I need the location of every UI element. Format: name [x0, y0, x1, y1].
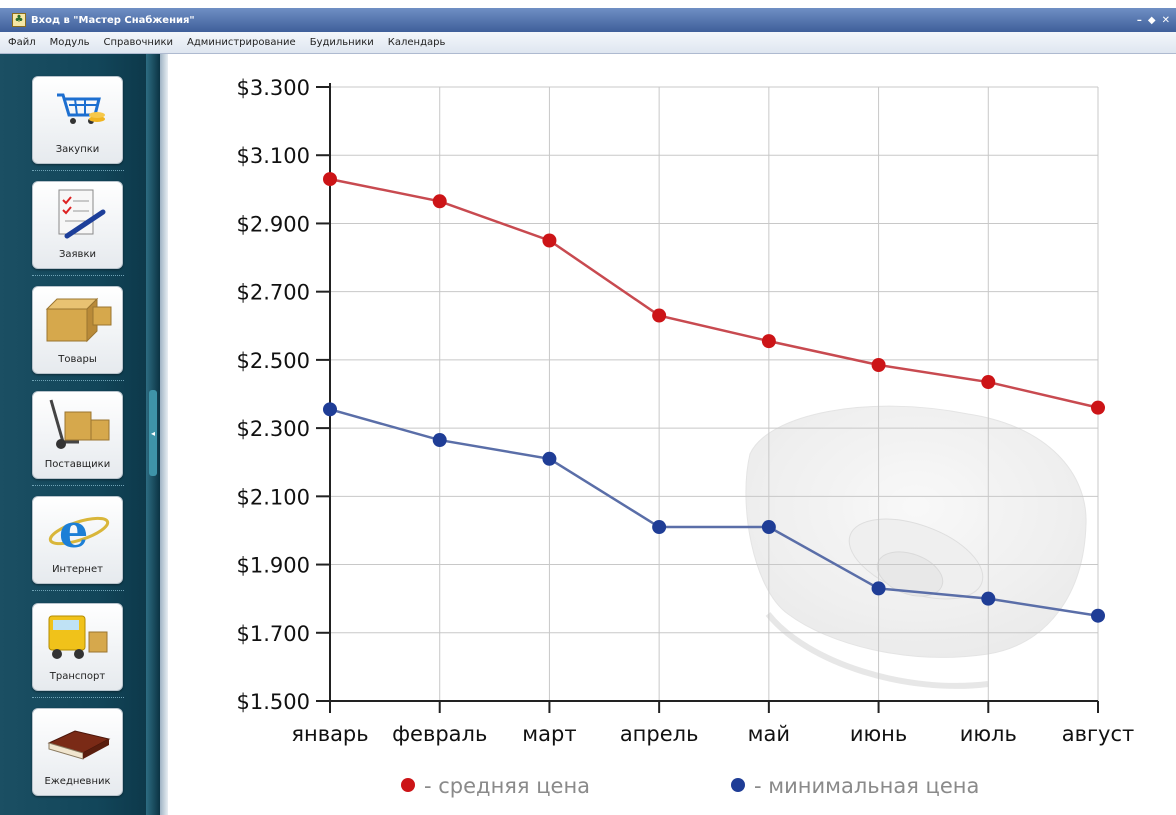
hand-truck-icon: [49, 399, 110, 449]
data-point: [542, 451, 557, 466]
data-point: [652, 520, 667, 535]
legend-label: - средняя цена: [424, 774, 590, 798]
menu-references[interactable]: Справочники: [103, 37, 174, 48]
divider: [32, 170, 124, 171]
menu-module[interactable]: Модуль: [49, 37, 90, 48]
y-tick-label: $2.300: [237, 417, 310, 441]
y-tick-label: $1.700: [237, 622, 310, 646]
divider: [32, 697, 124, 698]
sidebar-item-transport[interactable]: Транспорт: [32, 603, 123, 691]
data-point: [432, 194, 447, 209]
legend-marker: [731, 778, 745, 792]
menu-administration[interactable]: Администрирование: [187, 37, 296, 48]
sidebar-item-suppliers[interactable]: Поставщики: [32, 391, 123, 479]
x-tick-label: апрель: [620, 722, 699, 746]
sidebar-item-label: Поставщики: [44, 459, 111, 470]
window-titlebar: ♣ Вход в "Мастер Снабжения" – ◆ ✕: [0, 8, 1176, 32]
window-title: Вход в "Мастер Снабжения": [31, 14, 195, 26]
data-point: [432, 433, 447, 448]
chart-series: [323, 172, 1105, 623]
menu-file[interactable]: Файл: [8, 37, 36, 48]
data-point: [981, 591, 996, 606]
sidebar-item-label: Закупки: [55, 144, 100, 155]
svg-text:e: e: [59, 504, 88, 557]
data-point: [542, 233, 557, 248]
x-tick-label: июнь: [850, 722, 907, 746]
legend-marker: [401, 778, 415, 792]
sidebar-item-label: Заявки: [59, 249, 96, 260]
y-tick-label: $2.100: [237, 485, 310, 509]
diary-book-icon: [47, 730, 111, 760]
y-axis-labels: $3.300 $3.100 $2.900 $2.700 $2.500 $2.300 $2.1…: [237, 76, 310, 714]
data-point: [1091, 608, 1105, 623]
shopping-cart-icon: [57, 93, 105, 124]
data-point: [871, 358, 886, 373]
sidebar-item-requests[interactable]: Заявки: [32, 181, 123, 269]
menu-bar: Файл Модуль Справочники Администрировани…: [0, 32, 1176, 54]
data-point: [1091, 400, 1105, 415]
y-tick-label: $1.500: [237, 690, 310, 714]
internet-explorer-icon: e: [48, 504, 110, 557]
x-tick-label: март: [522, 722, 576, 746]
series-line-2: [329, 408, 1099, 617]
sidebar-item-label: Транспорт: [49, 671, 106, 682]
request-document-icon: [58, 189, 106, 239]
truck-icon: [48, 615, 108, 659]
sidebar-item-goods[interactable]: Товары: [32, 286, 123, 374]
data-point: [323, 402, 337, 417]
divider: [32, 380, 124, 381]
divider: [32, 590, 124, 591]
restore-icon[interactable]: ◆: [1147, 14, 1156, 26]
panel-separator[interactable]: [160, 54, 168, 815]
sidebar-item-internet[interactable]: e Интернет: [32, 496, 123, 584]
y-tick-label: $2.500: [237, 349, 310, 373]
chart-grid: [330, 86, 1099, 701]
x-tick-label: август: [1062, 722, 1135, 746]
y-tick-label: $2.700: [237, 281, 310, 305]
sidebar-item-label: Интернет: [52, 564, 103, 575]
series-line-1: [329, 177, 1099, 409]
divider: [32, 485, 124, 486]
x-tick-label: май: [748, 722, 790, 746]
sidebar-item-purchases[interactable]: Закупки: [32, 76, 123, 164]
chart-panel: $3.300 $3.100 $2.900 $2.700 $2.500 $2.300 $2.1…: [168, 54, 1176, 815]
y-tick-label: $3.100: [237, 144, 310, 168]
data-point: [761, 334, 776, 349]
divider: [32, 275, 124, 276]
minimize-icon[interactable]: –: [1136, 14, 1142, 26]
price-line-chart: $3.300 $3.100 $2.900 $2.700 $2.500 $2.300 $2.1…: [237, 76, 1135, 798]
data-point: [981, 375, 996, 390]
y-tick-label: $1.900: [237, 554, 310, 578]
x-tick-label: январь: [291, 722, 368, 746]
sidebar-collapse-handle[interactable]: ◂: [149, 390, 157, 476]
chart-legend: - средняя цена - минимальная цена: [401, 774, 979, 798]
legend-label: - минимальная цена: [754, 774, 979, 798]
window-controls: – ◆ ✕: [1137, 15, 1170, 26]
y-tick-label: $3.300: [237, 76, 310, 100]
menu-alarms[interactable]: Будильники: [309, 37, 374, 48]
close-icon[interactable]: ✕: [1161, 14, 1170, 26]
y-tick-label: $2.900: [237, 212, 310, 236]
x-axis-labels: январь февраль март апрель май июнь июль август: [291, 722, 1134, 746]
sidebar-item-label: Ежедневник: [44, 776, 111, 787]
menu-calendar[interactable]: Календарь: [387, 37, 446, 48]
boxes-icon: [45, 297, 112, 343]
sidebar-item-diary[interactable]: Ежедневник: [32, 708, 123, 796]
top-strip: [0, 0, 1176, 8]
data-point: [761, 520, 776, 535]
data-point: [652, 308, 667, 323]
data-point: [323, 172, 337, 187]
data-point: [871, 581, 886, 596]
x-tick-label: июль: [960, 722, 1017, 746]
x-tick-label: февраль: [392, 722, 487, 746]
app-logo-icon: ♣: [12, 13, 26, 27]
projector-watermark-icon: [745, 405, 1087, 689]
sidebar-item-label: Товары: [58, 354, 97, 365]
